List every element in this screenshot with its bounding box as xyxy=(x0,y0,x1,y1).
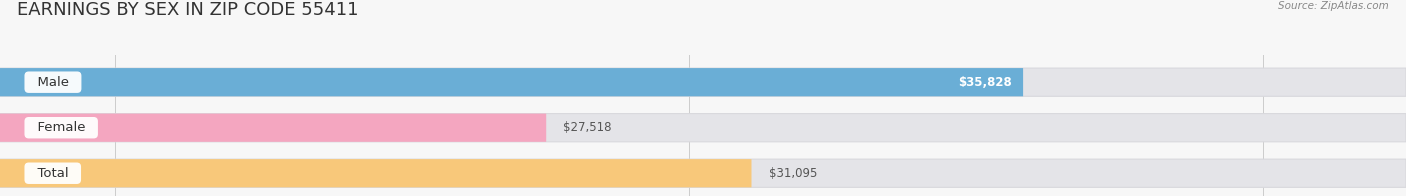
FancyBboxPatch shape xyxy=(0,68,1024,96)
FancyBboxPatch shape xyxy=(0,68,1406,96)
Text: $31,095: $31,095 xyxy=(769,167,817,180)
FancyBboxPatch shape xyxy=(0,114,546,142)
Text: $35,828: $35,828 xyxy=(957,76,1012,89)
FancyBboxPatch shape xyxy=(0,159,1406,187)
Text: Female: Female xyxy=(28,121,94,134)
Text: Male: Male xyxy=(28,76,77,89)
FancyBboxPatch shape xyxy=(0,114,1406,142)
Text: Total: Total xyxy=(28,167,77,180)
Text: EARNINGS BY SEX IN ZIP CODE 55411: EARNINGS BY SEX IN ZIP CODE 55411 xyxy=(17,1,359,19)
FancyBboxPatch shape xyxy=(0,159,751,187)
Text: Source: ZipAtlas.com: Source: ZipAtlas.com xyxy=(1278,1,1389,11)
Text: $27,518: $27,518 xyxy=(564,121,612,134)
